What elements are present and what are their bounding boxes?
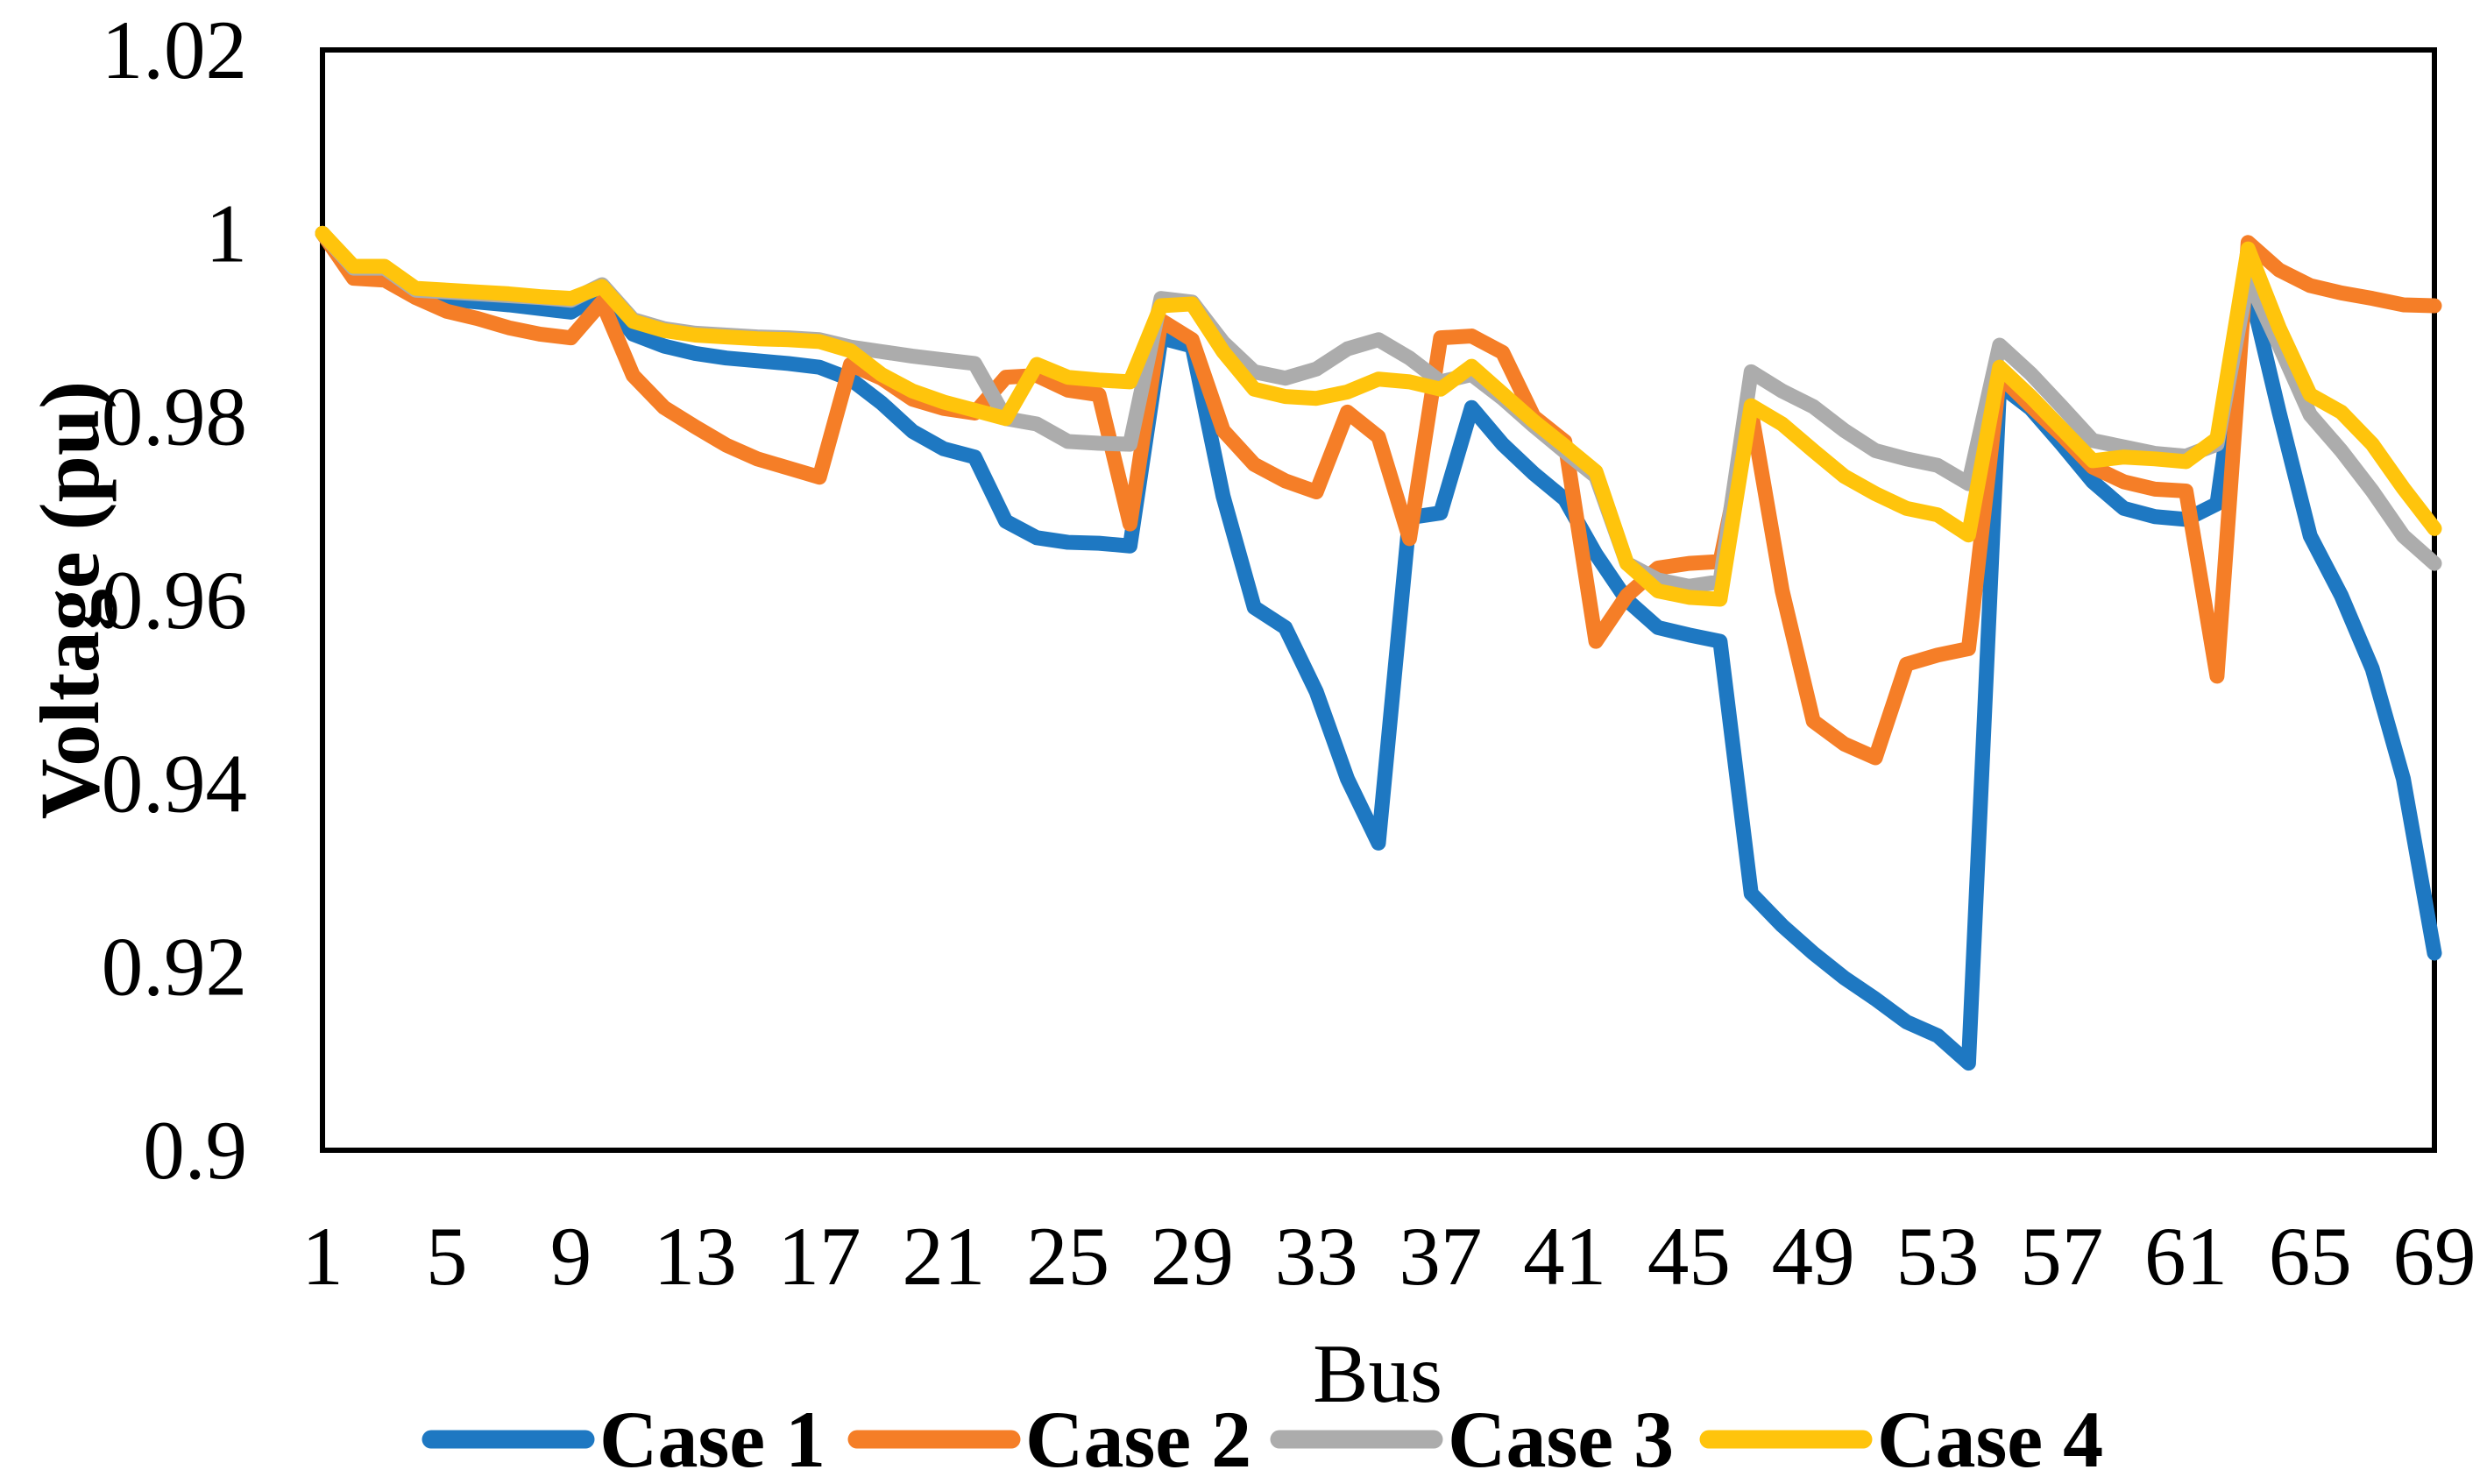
series-lines: [315, 225, 2442, 1071]
x-tick-label: 17: [778, 1210, 861, 1303]
x-axis-title: Bus: [1313, 1327, 1442, 1420]
x-tick-label: 21: [902, 1210, 985, 1303]
y-tick-label: 0.94: [102, 737, 247, 830]
x-tick-label: 65: [2269, 1210, 2352, 1303]
y-tick-label: 0.96: [102, 554, 247, 647]
x-tick-label: 9: [550, 1210, 592, 1303]
x-tick-label: 45: [1647, 1210, 1731, 1303]
x-tick-label: 69: [2393, 1210, 2476, 1303]
x-tick-label: 1: [301, 1210, 344, 1303]
x-tick-label: 49: [1772, 1210, 1855, 1303]
legend-label-case-4: Case 4: [1877, 1395, 2103, 1484]
y-tick-label: 0.92: [102, 921, 247, 1014]
plot-frame: [320, 47, 2437, 1153]
x-tick-label: 29: [1151, 1210, 1234, 1303]
y-axis-tick-labels: 1.02 1 0.98 0.96 0.94 0.92 0.9: [102, 4, 247, 1197]
x-axis-tick-labels: 1 5 9 13 17 21 25 29 33 37 41 45 49 53 57 61 65 69: [301, 1210, 2476, 1303]
x-tick-label: 33: [1275, 1210, 1358, 1303]
legend: Case 1 Case 2 Case 3 Case 4: [422, 1395, 2103, 1484]
y-tick-label: 1: [206, 187, 248, 279]
legend-label-case-3: Case 3: [1448, 1395, 1674, 1484]
y-axis-title: Voltage (pu): [23, 381, 117, 819]
y-tick-label: 0.98: [102, 371, 247, 463]
series-line-case-3: [315, 225, 2442, 594]
legend-label-case-1: Case 1: [599, 1395, 825, 1484]
x-tick-label: 53: [1895, 1210, 1979, 1303]
y-tick-label: 1.02: [102, 4, 247, 96]
x-tick-label: 5: [426, 1210, 468, 1303]
series-line-case-4: [315, 225, 2442, 607]
x-tick-label: 25: [1026, 1210, 1109, 1303]
x-tick-label: 57: [2020, 1210, 2103, 1303]
x-tick-label: 37: [1399, 1210, 1482, 1303]
x-tick-label: 41: [1523, 1210, 1606, 1303]
x-tick-label: 13: [654, 1210, 737, 1303]
plot-border: [320, 47, 2437, 1153]
x-tick-label: 61: [2144, 1210, 2228, 1303]
legend-label-case-2: Case 2: [1025, 1395, 1251, 1484]
y-tick-label: 0.9: [143, 1104, 247, 1197]
series-line-case-1: [315, 225, 2442, 1071]
